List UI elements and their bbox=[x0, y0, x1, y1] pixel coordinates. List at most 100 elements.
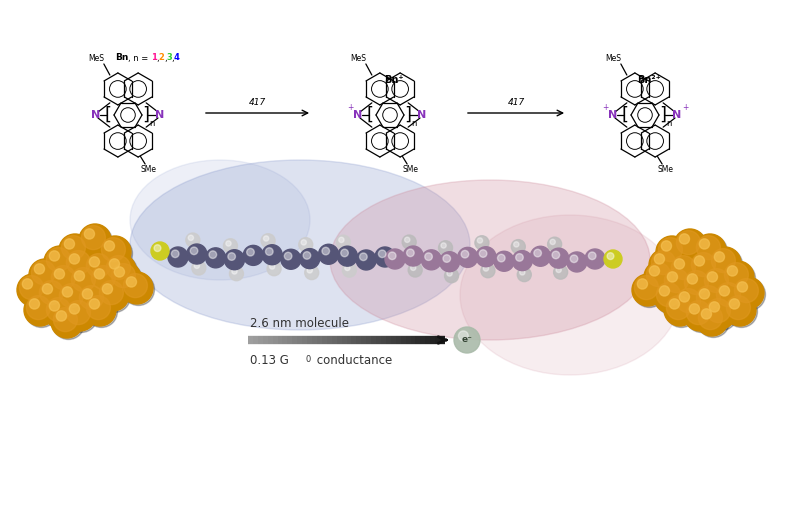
Circle shape bbox=[389, 252, 396, 260]
Circle shape bbox=[336, 235, 350, 249]
Circle shape bbox=[649, 249, 681, 281]
Circle shape bbox=[122, 273, 154, 305]
Circle shape bbox=[695, 235, 727, 268]
Circle shape bbox=[91, 266, 115, 289]
Text: N: N bbox=[672, 110, 682, 120]
Circle shape bbox=[338, 237, 344, 243]
Circle shape bbox=[46, 298, 70, 322]
Circle shape bbox=[106, 255, 138, 287]
Circle shape bbox=[498, 254, 505, 262]
Text: [: [ bbox=[105, 106, 111, 124]
Circle shape bbox=[26, 296, 58, 328]
Circle shape bbox=[461, 250, 469, 258]
Text: +: + bbox=[682, 102, 688, 111]
Circle shape bbox=[670, 299, 679, 309]
Circle shape bbox=[31, 261, 55, 285]
Circle shape bbox=[709, 247, 741, 279]
Circle shape bbox=[476, 247, 496, 267]
Circle shape bbox=[698, 306, 722, 330]
Circle shape bbox=[549, 248, 569, 268]
Circle shape bbox=[679, 234, 690, 244]
Circle shape bbox=[303, 252, 310, 259]
Circle shape bbox=[24, 294, 56, 326]
Circle shape bbox=[732, 277, 764, 309]
Circle shape bbox=[650, 266, 659, 276]
Circle shape bbox=[604, 250, 622, 268]
Circle shape bbox=[408, 263, 422, 277]
Circle shape bbox=[29, 259, 61, 291]
Circle shape bbox=[318, 244, 338, 264]
Circle shape bbox=[723, 262, 755, 295]
Circle shape bbox=[659, 286, 670, 296]
Text: , n =: , n = bbox=[128, 54, 151, 63]
Circle shape bbox=[479, 250, 487, 258]
Circle shape bbox=[77, 284, 109, 316]
Circle shape bbox=[516, 254, 523, 261]
Text: ]: ] bbox=[142, 106, 150, 124]
Circle shape bbox=[70, 268, 102, 299]
Circle shape bbox=[570, 255, 578, 262]
Circle shape bbox=[671, 255, 695, 280]
Circle shape bbox=[56, 311, 66, 321]
Circle shape bbox=[567, 252, 587, 272]
Circle shape bbox=[666, 296, 698, 328]
Circle shape bbox=[102, 237, 126, 262]
Circle shape bbox=[677, 289, 701, 313]
Circle shape bbox=[194, 263, 199, 269]
Circle shape bbox=[706, 298, 738, 331]
Circle shape bbox=[406, 249, 414, 257]
Circle shape bbox=[26, 296, 50, 320]
Circle shape bbox=[90, 299, 99, 309]
Circle shape bbox=[686, 301, 710, 324]
Circle shape bbox=[706, 298, 730, 323]
Circle shape bbox=[110, 263, 142, 296]
Circle shape bbox=[554, 265, 568, 279]
Circle shape bbox=[548, 237, 562, 251]
Circle shape bbox=[86, 296, 118, 328]
Circle shape bbox=[300, 249, 320, 269]
Circle shape bbox=[607, 253, 614, 260]
Circle shape bbox=[188, 235, 194, 241]
Circle shape bbox=[695, 286, 727, 317]
Circle shape bbox=[243, 245, 263, 266]
Circle shape bbox=[441, 243, 446, 248]
Circle shape bbox=[54, 269, 65, 279]
Circle shape bbox=[689, 251, 721, 283]
Text: Bn⁺: Bn⁺ bbox=[384, 75, 404, 85]
Circle shape bbox=[79, 224, 111, 256]
Circle shape bbox=[662, 267, 694, 299]
Circle shape bbox=[696, 304, 728, 336]
Circle shape bbox=[50, 251, 59, 261]
Circle shape bbox=[589, 252, 596, 260]
Circle shape bbox=[104, 241, 114, 251]
Circle shape bbox=[454, 327, 480, 353]
Circle shape bbox=[64, 239, 74, 249]
Circle shape bbox=[59, 234, 91, 266]
Circle shape bbox=[734, 279, 758, 303]
Circle shape bbox=[654, 281, 686, 313]
Circle shape bbox=[42, 284, 53, 294]
Circle shape bbox=[664, 269, 688, 293]
Circle shape bbox=[663, 269, 695, 301]
Circle shape bbox=[664, 294, 696, 326]
Circle shape bbox=[711, 249, 735, 272]
Circle shape bbox=[494, 251, 514, 271]
Text: 1: 1 bbox=[151, 54, 157, 63]
Circle shape bbox=[71, 268, 95, 292]
Circle shape bbox=[341, 249, 348, 257]
Circle shape bbox=[84, 252, 116, 284]
Circle shape bbox=[699, 289, 710, 299]
Circle shape bbox=[59, 284, 83, 307]
Circle shape bbox=[704, 269, 728, 293]
Circle shape bbox=[726, 296, 758, 328]
Circle shape bbox=[106, 255, 130, 280]
Circle shape bbox=[483, 266, 489, 271]
Circle shape bbox=[86, 296, 110, 320]
Circle shape bbox=[719, 286, 730, 296]
Circle shape bbox=[61, 235, 93, 268]
Circle shape bbox=[151, 242, 169, 260]
Ellipse shape bbox=[460, 215, 680, 375]
Text: [: [ bbox=[366, 106, 374, 124]
Text: MeS: MeS bbox=[88, 55, 104, 64]
Text: N: N bbox=[608, 110, 618, 120]
